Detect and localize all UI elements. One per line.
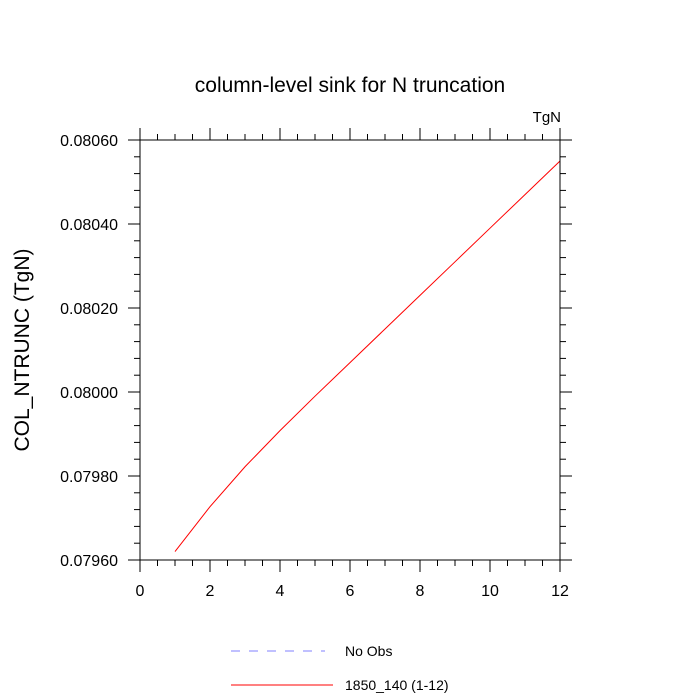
plot-frame — [139, 139, 561, 561]
x-tick-label: 4 — [276, 583, 285, 600]
y-tick-label: 0.08000 — [60, 385, 118, 402]
legend-label: No Obs — [345, 643, 392, 659]
y-tick-label: 0.07960 — [60, 553, 118, 570]
chart-title: column-level sink for N truncation — [195, 74, 505, 97]
x-tick-label: 12 — [551, 583, 569, 600]
x-tick-label: 6 — [346, 583, 355, 600]
y-tick-label: 0.08040 — [60, 217, 118, 234]
legend: No Obs 1850_140 (1-12) — [231, 643, 449, 693]
y-tick-label: 0.07980 — [60, 469, 118, 486]
series-lines — [174, 160, 561, 552]
legend-label: 1850_140 (1-12) — [345, 677, 449, 693]
y-tick-label: 0.08020 — [60, 301, 118, 318]
units-label: TgN — [533, 109, 561, 126]
x-tick-label: 8 — [416, 583, 425, 600]
y-axis-label: COL_NTRUNC (TgN) — [11, 248, 34, 451]
axis-ticks — [128, 128, 572, 572]
x-tick-label: 2 — [206, 583, 215, 600]
x-tick-label: 0 — [136, 583, 145, 600]
x-tick-label: 10 — [481, 583, 499, 600]
tick-labels: 0 2 4 6 8 10 12 0.07960 0.07980 0.08000 0.08020 0.0… — [60, 133, 569, 600]
y-tick-label: 0.08060 — [60, 133, 118, 150]
series-line — [174, 160, 561, 552]
